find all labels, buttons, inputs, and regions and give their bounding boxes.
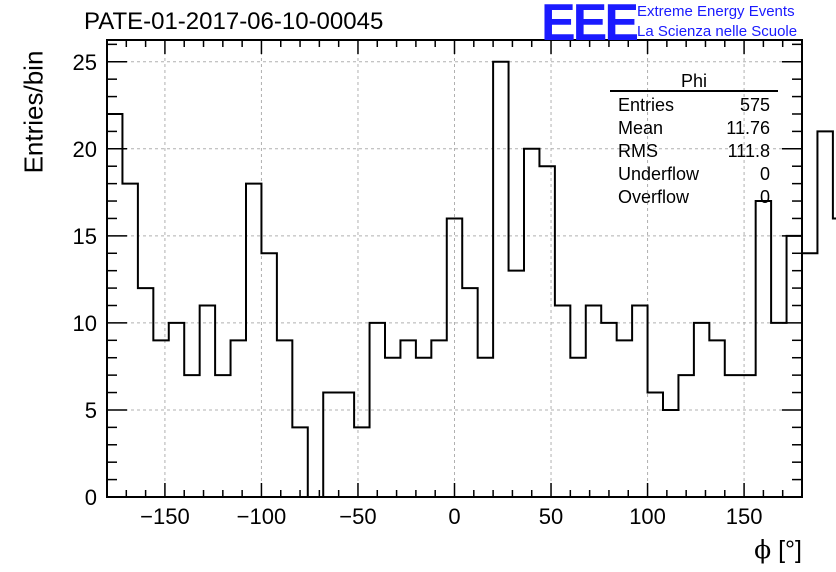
stats-key: Underflow [618, 164, 700, 184]
stats-key: Overflow [618, 187, 690, 207]
stats-value: 11.76 [726, 118, 770, 138]
logo-text-line1: Extreme Energy Events [637, 3, 795, 20]
x-axis-label: ϕ [°] [754, 535, 802, 565]
stats-title: Phi [610, 72, 778, 92]
y-tick-label: 25 [73, 50, 97, 75]
x-tick-label: 150 [726, 504, 763, 529]
y-tick-label: 0 [85, 485, 97, 510]
stats-row-entries: Entries 575 [610, 94, 778, 117]
stats-row-overflow: Overflow 0 [610, 186, 778, 209]
x-tick-label: 50 [539, 504, 563, 529]
stats-key: Mean [618, 118, 664, 138]
x-tick-label: −50 [339, 504, 376, 529]
axis-ticks [106, 40, 803, 498]
x-tick-label: −150 [140, 504, 190, 529]
x-tick-label: −100 [237, 504, 287, 529]
x-tick-label: 100 [629, 504, 666, 529]
stats-row-underflow: Underflow 0 [610, 163, 778, 186]
x-tick-label: 0 [448, 504, 460, 529]
y-tick-label: 20 [73, 137, 97, 162]
tick-labels: −150 −100 −50 0 50 100 150 0 5 10 15 20 25 [73, 50, 763, 529]
x-axis-symbol: ϕ [754, 535, 772, 564]
stats-value: 0 [759, 187, 770, 207]
stats-value: 575 [739, 95, 770, 115]
stats-key: RMS [618, 141, 658, 161]
y-tick-label: 10 [73, 311, 97, 336]
stats-box: Phi Entries 575 Mean 11.76 RMS 111.8 Und… [610, 72, 778, 209]
y-tick-label: 5 [85, 398, 97, 423]
stats-value: 0 [759, 164, 770, 184]
stats-row-rms: RMS 111.8 [610, 140, 778, 163]
y-axis-label: Entries/bin [18, 50, 49, 174]
eee-logo: EEE [541, 0, 639, 52]
stats-value: 111.8 [727, 141, 770, 161]
x-axis-unit: [°] [778, 536, 802, 564]
plot-title: PATE-01-2017-06-10-00045 [84, 8, 384, 35]
grid-lines [107, 40, 802, 497]
histogram-outline [107, 60, 836, 498]
y-tick-label: 15 [73, 224, 97, 249]
stats-row-mean: Mean 11.76 [610, 117, 778, 140]
stats-key: Entries [618, 95, 675, 115]
logo-text-line2: La Scienza nelle Scuole [637, 23, 798, 40]
